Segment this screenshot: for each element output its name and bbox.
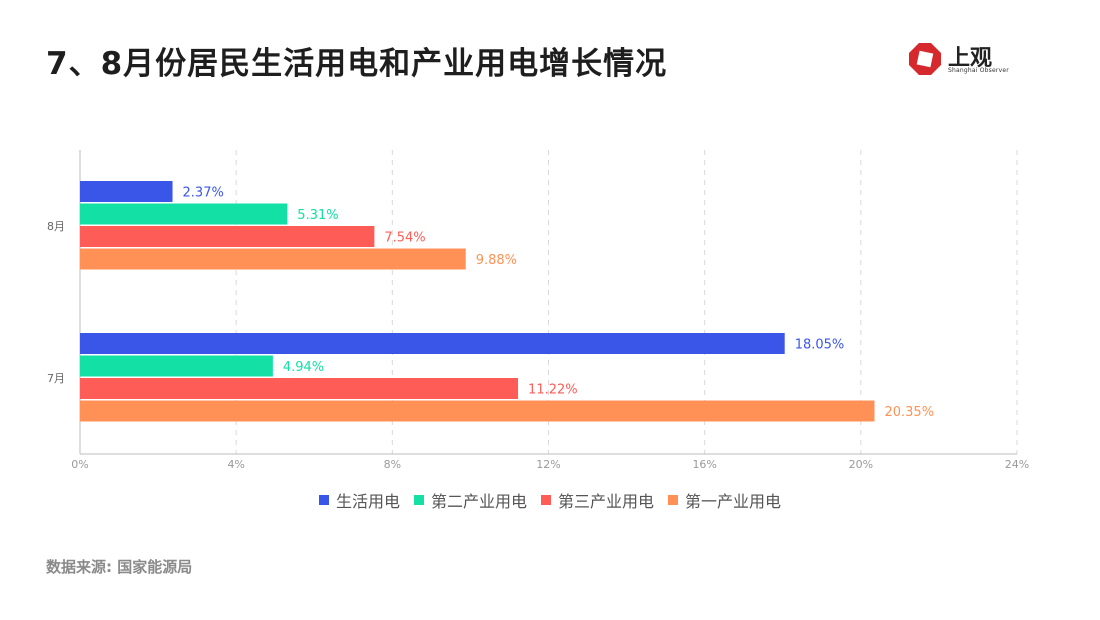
bar-chart: 0% 4% 8% 12% 16% 20% 24% 8月 2.37% 5.31% 7.54% 9.88%… xyxy=(47,150,1029,471)
legend-item: 第三产业用电 xyxy=(541,488,654,512)
legend-swatch xyxy=(318,495,329,505)
bar xyxy=(80,378,519,399)
category-label: 8月 xyxy=(47,220,65,233)
bar xyxy=(80,333,785,354)
data-label: 9.88% xyxy=(476,253,517,268)
legend-item: 第一产业用电 xyxy=(668,488,781,512)
data-label: 2.37% xyxy=(183,186,224,201)
data-label: 11.22% xyxy=(528,383,578,398)
bar xyxy=(80,226,375,247)
logo-subtitle: Shanghai Observer xyxy=(948,67,1009,74)
bar xyxy=(80,400,875,422)
legend-swatch xyxy=(413,495,424,505)
legend-label: 生活用电 xyxy=(335,492,400,511)
bar xyxy=(80,355,273,377)
logo-mark-icon xyxy=(909,43,941,75)
chart-title: 7、8月份居民生活用电和产业用电增长情况 xyxy=(46,46,668,82)
x-tick-label: 8% xyxy=(384,458,401,471)
x-tick-label: 12% xyxy=(536,458,560,471)
legend-label: 第一产业用电 xyxy=(685,492,782,511)
legend-swatch xyxy=(668,495,679,505)
data-source: 数据来源: 国家能源局 xyxy=(46,558,193,576)
x-tick-label: 16% xyxy=(692,458,716,471)
chart-legend: 生活用电 第二产业用电 第三产业用电 第一产业用电 xyxy=(0,488,1100,512)
bar xyxy=(80,181,173,202)
x-tick-label: 20% xyxy=(849,458,873,471)
x-tick-label: 24% xyxy=(1005,458,1029,471)
x-tick-label: 4% xyxy=(227,458,244,471)
bar xyxy=(80,203,288,225)
data-label: 5.31% xyxy=(297,208,338,223)
shanghai-observer-logo: 上观 Shanghai Observer xyxy=(908,42,1018,78)
x-tick-label: 0% xyxy=(71,458,88,471)
data-label: 18.05% xyxy=(795,338,845,353)
legend-label: 第三产业用电 xyxy=(558,492,655,511)
data-label: 4.94% xyxy=(283,360,324,375)
legend-label: 第二产业用电 xyxy=(430,492,527,511)
data-label: 7.54% xyxy=(384,231,425,246)
legend-swatch xyxy=(541,495,551,505)
bar xyxy=(80,248,466,270)
data-label: 20.35% xyxy=(884,405,934,420)
logo-text: 上观 xyxy=(948,46,993,71)
category-label: 7月 xyxy=(47,372,65,385)
legend-item: 第二产业用电 xyxy=(413,488,527,512)
legend-item: 生活用电 xyxy=(318,488,400,512)
